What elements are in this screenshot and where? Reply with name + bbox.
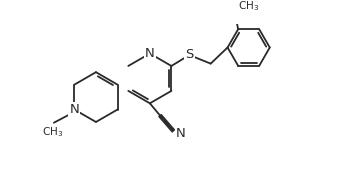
Text: S: S [185,48,194,61]
Text: CH$_3$: CH$_3$ [42,126,63,139]
Text: N: N [145,47,155,60]
Text: N: N [176,127,185,140]
Text: CH$_3$: CH$_3$ [238,0,259,12]
Text: N: N [70,103,79,116]
